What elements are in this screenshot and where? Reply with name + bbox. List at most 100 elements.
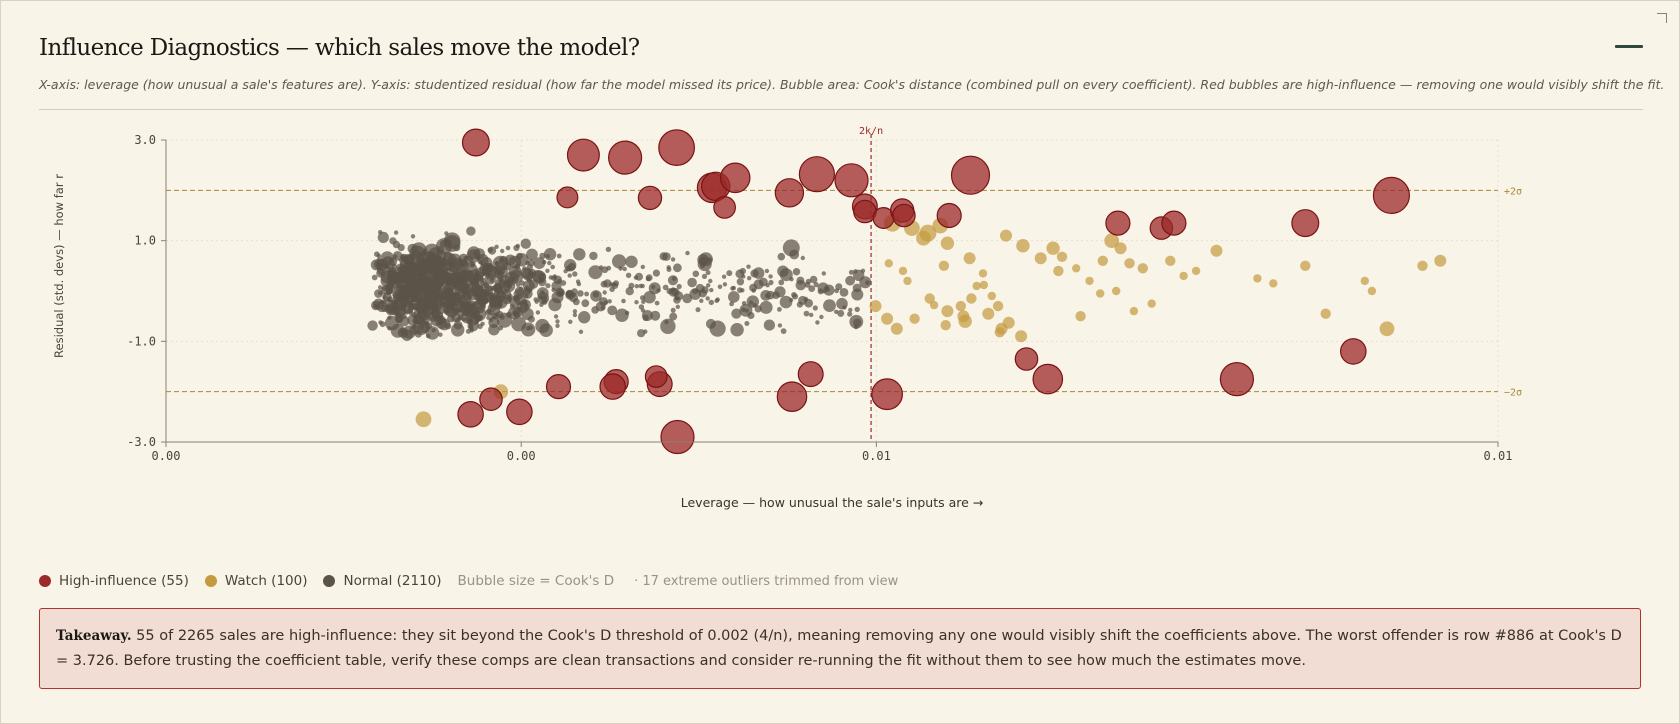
normal-point bbox=[778, 279, 785, 286]
normal-point bbox=[560, 280, 567, 286]
legend-item-watch[interactable]: Watch (100) bbox=[204, 573, 307, 589]
normal-point bbox=[602, 290, 607, 295]
high-influence-point bbox=[797, 361, 824, 388]
normal-point bbox=[507, 306, 521, 320]
normal-point bbox=[709, 287, 714, 293]
normal-point bbox=[572, 298, 580, 306]
watch-point bbox=[1124, 258, 1135, 269]
normal-point bbox=[764, 268, 770, 274]
normal-point bbox=[611, 282, 617, 287]
normal-point bbox=[430, 311, 435, 316]
normal-point bbox=[507, 297, 512, 303]
legend-item-high[interactable]: High-influence (55) bbox=[39, 573, 189, 589]
normal-point bbox=[662, 252, 671, 261]
watch-swatch bbox=[204, 575, 217, 587]
normal-point bbox=[405, 276, 418, 289]
normal-point bbox=[386, 297, 391, 302]
watch-point bbox=[1112, 286, 1121, 296]
normal-point bbox=[526, 248, 538, 261]
normal-point bbox=[378, 290, 383, 296]
normal-point bbox=[638, 283, 643, 289]
y-tick-label: 1.0 bbox=[134, 234, 156, 248]
watch-point bbox=[978, 269, 988, 278]
normal-point bbox=[824, 286, 830, 292]
normal-point bbox=[834, 288, 839, 294]
watch-point bbox=[903, 276, 912, 286]
watch-point bbox=[941, 305, 954, 318]
high-influence-point bbox=[457, 400, 484, 428]
chart-header: Influence Diagnostics — which sales move… bbox=[39, 35, 1664, 92]
normal-point bbox=[451, 312, 461, 323]
normal-point bbox=[741, 274, 746, 279]
normal-point bbox=[746, 264, 751, 269]
normal-point bbox=[488, 246, 497, 255]
y-tick-label: 3.0 bbox=[134, 133, 156, 147]
normal-point bbox=[709, 320, 726, 337]
normal-point bbox=[370, 259, 382, 271]
normal-point bbox=[571, 292, 576, 298]
normal-point bbox=[381, 256, 395, 270]
high-influence-point bbox=[871, 378, 903, 411]
normal-point bbox=[640, 264, 645, 270]
normal-point bbox=[650, 310, 661, 321]
normal-point bbox=[622, 266, 627, 272]
normal-point bbox=[804, 298, 813, 308]
normal-point bbox=[624, 310, 630, 316]
normal-point bbox=[495, 312, 500, 317]
normal-point bbox=[808, 285, 816, 292]
normal-point bbox=[551, 287, 556, 293]
normal-point bbox=[760, 290, 772, 301]
reference-lines: +2σ −2σ 2k/n bbox=[166, 126, 1522, 442]
normal-point bbox=[515, 282, 521, 287]
normal-point bbox=[439, 294, 453, 308]
normal-point bbox=[612, 254, 627, 269]
normal-point bbox=[676, 283, 682, 290]
watch-point bbox=[1085, 276, 1094, 286]
normal-point bbox=[699, 263, 705, 269]
normal-point bbox=[489, 295, 503, 309]
normal-point bbox=[420, 262, 425, 268]
normal-point bbox=[438, 332, 443, 337]
normal-point bbox=[522, 266, 527, 271]
legend-label-high: High-influence (55) bbox=[59, 573, 189, 589]
normal-point bbox=[453, 320, 463, 330]
legend-item-normal[interactable]: Normal (2110) bbox=[323, 573, 442, 589]
normal-point bbox=[578, 311, 591, 324]
normal-point bbox=[453, 308, 459, 314]
normal-point bbox=[812, 305, 818, 311]
normal-point bbox=[625, 287, 634, 296]
watch-point bbox=[1179, 271, 1188, 281]
normal-point bbox=[572, 271, 578, 277]
normal-point bbox=[413, 262, 419, 267]
high-influence-point bbox=[566, 138, 600, 172]
normal-point bbox=[577, 290, 584, 297]
watch-point bbox=[1137, 263, 1149, 274]
high-influence-point bbox=[1105, 210, 1131, 236]
normal-point bbox=[666, 267, 672, 272]
normal-point bbox=[466, 226, 476, 236]
high-influence-points bbox=[457, 128, 1411, 455]
normal-point bbox=[847, 311, 853, 317]
collapse-icon[interactable] bbox=[1615, 45, 1643, 48]
normal-point bbox=[397, 266, 402, 271]
normal-point bbox=[782, 239, 800, 257]
normal-point bbox=[395, 305, 407, 316]
threshold-label: −2σ bbox=[1504, 388, 1522, 399]
normal-point bbox=[547, 260, 552, 266]
normal-point bbox=[853, 269, 858, 274]
normal-point bbox=[664, 319, 669, 325]
normal-point bbox=[607, 299, 612, 304]
normal-point bbox=[721, 274, 727, 279]
high-influence-point bbox=[936, 202, 962, 229]
normal-point bbox=[508, 293, 513, 299]
normal-point bbox=[516, 252, 523, 260]
normal-point bbox=[454, 271, 459, 276]
normal-point bbox=[511, 316, 527, 332]
high-influence-point bbox=[644, 365, 668, 389]
watch-point bbox=[890, 322, 903, 335]
normal-point bbox=[519, 280, 525, 286]
normal-point bbox=[780, 328, 787, 334]
normal-point bbox=[572, 312, 578, 318]
watch-point bbox=[1046, 241, 1060, 255]
normal-point bbox=[692, 270, 700, 278]
